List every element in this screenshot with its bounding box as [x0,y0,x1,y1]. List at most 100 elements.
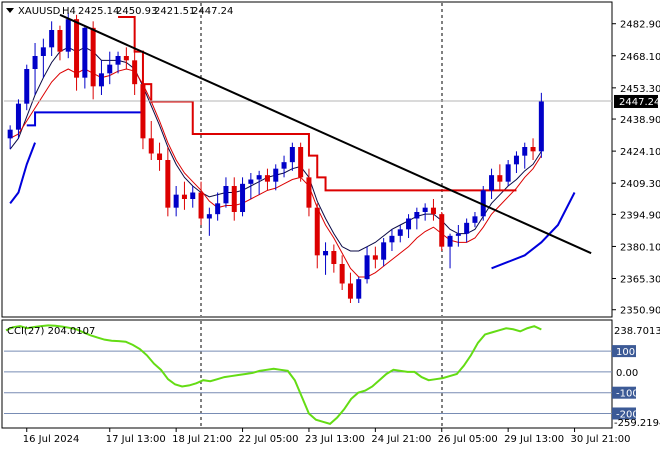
cci-line [5,324,542,425]
price-tick-label-8: 2365.30 [620,275,660,286]
price-tick-label-6: 2394.90 [620,210,660,221]
candle-body-16 [140,84,146,139]
candle-body-19 [165,160,171,208]
candle-body-3 [32,56,38,69]
candle-body-0 [7,129,13,139]
candle-body-52 [439,214,445,247]
candle-body-29 [248,179,254,184]
time-tick-label-8: 30 Jul 21:00 [571,434,631,445]
candle-body-37 [314,207,320,256]
candle-body-49 [414,212,420,219]
candle-body-24 [206,214,212,219]
price-tick-label-5: 2409.30 [620,179,660,190]
time-tick-label-7: 29 Jul 13:00 [504,434,564,445]
time-tick-label-4: 23 Jul 13:00 [305,434,365,445]
candle-body-62 [522,147,528,156]
candle-body-38 [323,251,329,256]
trendline-layer [59,13,592,255]
ohlc-low: 2421.51 [154,6,195,17]
candle-body-21 [181,194,187,199]
period-separators [200,3,443,316]
cci-level-label-0: 100 [616,347,635,358]
candle-body-64 [538,101,544,152]
last-price-tag-bg [614,94,658,108]
candle-body-53 [447,235,453,247]
candle-body-8 [74,19,80,78]
candle-body-18 [157,153,163,160]
stop-line-red [118,16,442,192]
candle-body-13 [115,56,121,65]
candle-body-33 [281,162,287,169]
cci-level-tag-0 [612,345,636,358]
candle-body-50 [422,207,428,212]
cci-level-tag-3 [612,407,636,420]
price-tick-label-3: 2438.90 [620,115,660,126]
timeframe-label: H4 [62,6,76,17]
time-tick-label-0: 16 Jul 2024 [23,434,80,445]
candle-body-46 [389,235,395,243]
candle-body-59 [497,175,503,182]
candle-body-1 [15,103,21,130]
candle-body-23 [198,192,204,219]
price-panel-frame [1,1,613,318]
candle-body-48 [406,218,412,230]
cci-label: CCI(27) 204.0107 [7,326,95,337]
candle-body-9 [82,27,88,78]
candle-body-58 [489,175,495,191]
candle-body-5 [49,30,55,48]
last-price-tag: 2447.24 [614,94,660,108]
candle-body-4 [40,47,46,56]
candle-body-40 [339,264,345,284]
candle-body-55 [464,222,470,234]
price-tick-label-0: 2482.90 [620,20,660,31]
candle-body-17 [148,138,154,154]
price-tick-label-2: 2453.30 [620,84,660,95]
price-panel: 2482.90 2468.10 2453.30 2438.90 2424.10 2409.… [1,1,660,318]
candle-body-20 [173,194,179,208]
collapse-arrow-icon[interactable] [6,8,14,13]
time-tick-label-5: 24 Jul 21:00 [371,434,431,445]
ohlc-open: 2425.14 [78,6,119,17]
candle-body-7 [65,19,71,52]
candle-body-43 [364,255,370,280]
cci-panel: 100 0.00 -100 -200 CCI(27) 204.0107 238.701… [1,319,660,429]
ohlc-close: 2447.24 [192,6,233,17]
price-tick-label-9: 2350.90 [620,306,660,317]
candle-body-54 [455,233,461,236]
candle-body-15 [132,60,138,85]
candle-body-32 [273,168,279,182]
price-axis: 2482.90 2468.10 2453.30 2438.90 2424.10 2409.… [612,20,660,317]
candle-body-30 [256,175,262,180]
candle-body-44 [372,255,378,260]
candle-body-12 [107,64,113,74]
cci-line-layer [5,324,542,425]
cci-level-tag-2 [612,386,636,399]
cci-panel-frame [1,319,613,429]
candle-body-61 [513,155,519,165]
candle-body-11 [98,73,104,87]
candle-body-34 [289,147,295,163]
candle-body-14 [123,56,129,61]
time-tick-label-1: 17 Jul 13:00 [106,434,166,445]
candle-body-51 [430,207,436,215]
stop-line-blue-end [491,192,576,270]
last-price-tag-text: 2447.24 [619,97,660,108]
time-tick-label-2: 18 Jul 21:00 [172,434,232,445]
price-tick-label-4: 2424.10 [620,147,660,158]
time-tick-label-3: 22 Jul 05:00 [239,434,299,445]
candle-body-31 [264,175,270,182]
time-axis: 16 Jul 2024 17 Jul 13:00 18 Jul 21:00 22 Ju… [23,428,631,445]
candle-body-56 [472,216,478,223]
candle-body-57 [480,190,486,217]
cci-level-label-3: -200 [616,409,639,420]
symbol-label: XAUUSD [18,6,61,17]
candle-body-35 [298,147,304,178]
candle-body-26 [223,186,229,204]
candle-body-39 [331,251,337,264]
candle-body-45 [381,242,387,260]
candle-body-42 [356,279,362,299]
candle-body-36 [306,177,312,208]
candle-body-60 [505,164,511,182]
cci-max-label: 238.7013 [614,326,660,337]
